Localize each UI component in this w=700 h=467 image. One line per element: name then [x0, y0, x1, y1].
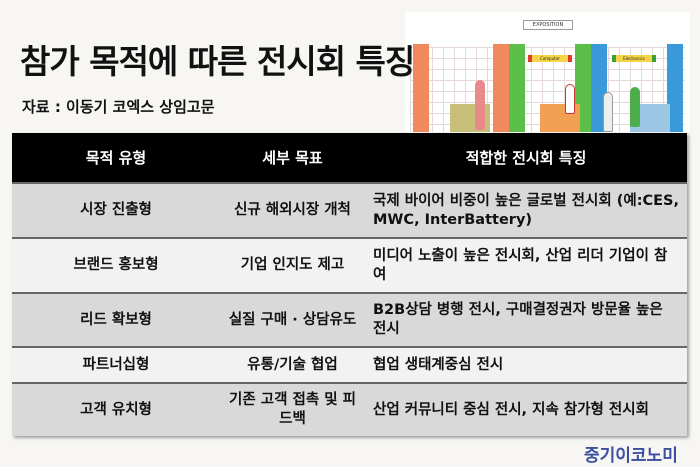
booth-label: Computer	[528, 55, 572, 62]
table-row: 브랜드 홍보형 기업 인지도 제고 미디어 노출이 높은 전시회, 산업 리더 …	[12, 237, 687, 293]
cell-goal: 신규 해외시장 개척	[220, 182, 365, 238]
cell-feature: 미디어 노출이 높은 전시회, 산업 리더 기업이 참여	[365, 237, 687, 293]
cell-type: 시장 진출형	[12, 182, 220, 238]
cell-goal: 기존 고객 접촉 및 피드백	[220, 382, 365, 436]
person	[630, 87, 640, 127]
cell-type: 파트너십형	[12, 346, 220, 383]
cell-goal: 유통/기술 협업	[220, 346, 365, 383]
cell-goal: 기업 인지도 제고	[220, 237, 365, 293]
person	[475, 80, 485, 130]
source-text: 자료 : 이동기 코엑스 상임고문	[22, 98, 215, 116]
header-feature: 적합한 전시회 특징	[365, 133, 687, 183]
cell-type: 브랜드 홍보형	[12, 237, 220, 293]
header-goal: 세부 목표	[220, 133, 365, 183]
booth-wall	[413, 44, 429, 132]
person	[603, 92, 613, 132]
exhibition-table: 목적 유형 세부 목표 적합한 전시회 특징 시장 진출형 신규 해외시장 개척…	[12, 133, 687, 436]
exposition-sign: EXPOSITION	[523, 20, 573, 30]
cell-feature: 협업 생태계중심 전시	[365, 346, 687, 383]
booth-label: Electronics	[612, 55, 656, 62]
page-title: 참가 목적에 따른 전시회 특징	[20, 42, 415, 81]
booth-wall	[667, 44, 683, 132]
header-type: 목적 유형	[12, 133, 220, 183]
exhibition-illustration: EXPOSITION Computer Electronics	[405, 12, 690, 132]
cell-type: 고객 유치형	[12, 382, 220, 436]
table-header: 목적 유형 세부 목표 적합한 전시회 특징	[12, 133, 687, 183]
cell-feature: B2B상담 병행 전시, 구매결정권자 방문율 높은 전시	[365, 292, 687, 347]
cell-type: 리드 확보형	[12, 292, 220, 347]
cell-feature: 국제 바이어 비중이 높은 글로벌 전시회 (예:CES, MWC, Inter…	[365, 182, 687, 238]
booth-wall	[493, 44, 509, 132]
table-row: 리드 확보형 실질 구매 · 상담유도 B2B상담 병행 전시, 구매결정권자 …	[12, 292, 687, 347]
table-row: 시장 진출형 신규 해외시장 개척 국제 바이어 비중이 높은 글로벌 전시회 …	[12, 182, 687, 238]
table-row: 고객 유치형 기존 고객 접촉 및 피드백 산업 커뮤니티 중심 전시, 지속 …	[12, 382, 687, 436]
person	[565, 84, 575, 114]
booth-wall	[509, 44, 525, 132]
table-row: 파트너십형 유통/기술 협업 협업 생태계중심 전시	[12, 346, 687, 383]
cell-feature: 산업 커뮤니티 중심 전시, 지속 참가형 전시회	[365, 382, 687, 436]
cell-goal: 실질 구매 · 상담유도	[220, 292, 365, 347]
publisher-logo: 중기이코노미	[584, 446, 678, 466]
